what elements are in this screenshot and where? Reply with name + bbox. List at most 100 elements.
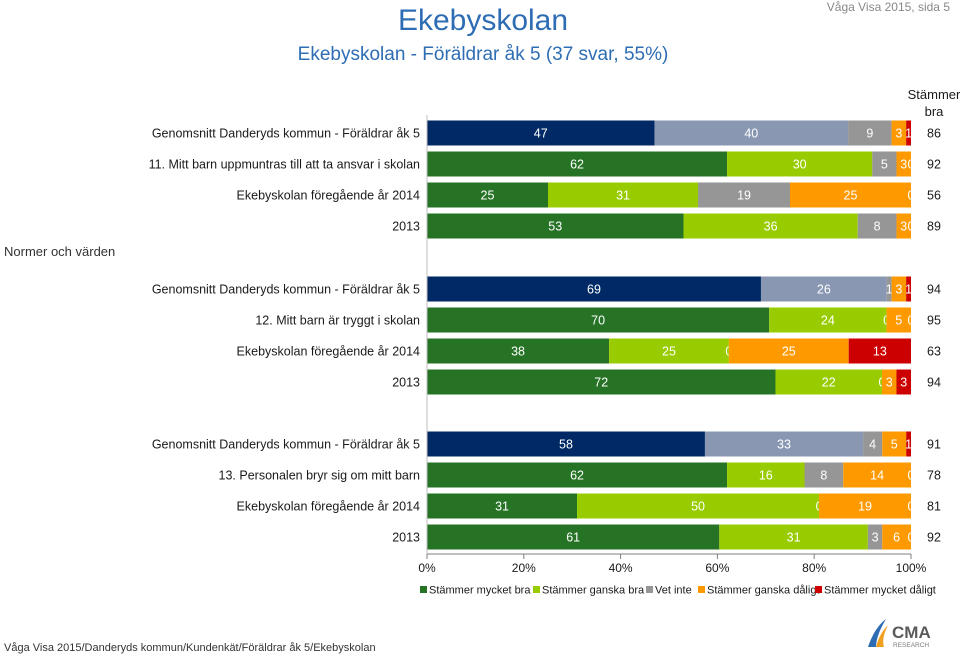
segment-value-label: 58: [559, 438, 573, 452]
legend-entry: Stämmer mycket bra: [429, 585, 531, 597]
bar-segment: [654, 120, 849, 146]
category-label: 2013: [392, 531, 420, 545]
bar-segment: [804, 462, 844, 488]
bar-segment: [427, 307, 770, 333]
stammer-bra-value: 63: [927, 345, 941, 359]
x-tick-label: 100%: [896, 561, 927, 575]
segment-value-label: 14: [870, 469, 884, 483]
bar-segment: [427, 151, 728, 177]
segment-value-label: 1: [905, 283, 912, 297]
stammer-bra-value: 86: [927, 127, 941, 141]
segment-value-label: 1: [905, 127, 912, 141]
segment-value-label: 53: [548, 220, 562, 234]
bar-segment: [906, 276, 911, 302]
bar-segment: [819, 493, 911, 519]
section-label: Normer och värden: [4, 244, 116, 259]
segment-value-label: 33: [777, 438, 791, 452]
segment-value-label: 31: [787, 531, 801, 545]
segment-value-label: 0: [908, 469, 915, 483]
bar-segment: [769, 307, 887, 333]
stammer-bra-value: 78: [927, 469, 941, 483]
bar-segment: [891, 120, 907, 146]
segment-value-label: 22: [822, 376, 836, 390]
segment-value-label: 69: [587, 283, 601, 297]
category-label: Genomsnitt Danderyds kommun - Föräldrar …: [152, 438, 420, 452]
segment-value-label: 62: [570, 158, 584, 172]
bar-segment: [719, 524, 868, 550]
segment-value-label: 0: [908, 500, 915, 514]
segment-value-label: 38: [511, 345, 525, 359]
segment-value-label: 25: [481, 189, 495, 203]
bar-segment: [882, 524, 911, 550]
page-title: Ekebyskolan: [397, 4, 569, 37]
stammer-bra-value: 56: [927, 189, 941, 203]
legend-swatch: [533, 586, 540, 593]
bar-segment: [704, 431, 864, 457]
segment-value-label: 5: [891, 438, 898, 452]
stammer-bra-value: 94: [927, 283, 941, 297]
stacked-bar-chart: Genomsnitt Danderyds kommun - Föräldrar …: [149, 115, 941, 597]
bar-segment: [857, 213, 897, 239]
bar-segment: [906, 431, 911, 457]
segment-value-label: 30: [793, 158, 807, 172]
bar-segment: [727, 462, 805, 488]
bar-segment: [683, 213, 858, 239]
segment-value-label: 31: [495, 500, 509, 514]
bar-segment: [727, 151, 873, 177]
segment-value-label: 25: [782, 345, 796, 359]
segment-value-label: 25: [844, 189, 858, 203]
legend-swatch: [420, 586, 427, 593]
segment-value-label: 3: [895, 283, 902, 297]
legend-entry: Stämmer ganska dåligt: [707, 585, 820, 597]
bar-segment: [896, 369, 911, 395]
logo-sail-orange: [876, 625, 888, 647]
bar-segment: [886, 307, 911, 333]
category-label: Genomsnitt Danderyds kommun - Föräldrar …: [152, 127, 420, 141]
bar-segment: [882, 431, 907, 457]
bar-segment: [427, 431, 705, 457]
stammer-bra-value: 81: [927, 500, 941, 514]
bar-segment: [886, 276, 892, 302]
stammer-bra-value: 92: [927, 531, 941, 545]
bar-segment: [760, 276, 887, 302]
bar-segment: [843, 462, 911, 488]
segment-value-label: 8: [820, 469, 827, 483]
bar-segment: [872, 151, 897, 177]
segment-value-label: 24: [821, 314, 835, 328]
bar-segment: [848, 338, 911, 364]
category-label: 12. Mitt barn är tryggt i skolan: [255, 314, 420, 328]
segment-value-label: 0: [908, 189, 915, 203]
segment-value-label: 13: [873, 345, 887, 359]
category-label: Ekebyskolan föregående år 2014: [237, 345, 421, 359]
x-tick-label: 60%: [705, 561, 729, 575]
segment-value-label: 8: [874, 220, 881, 234]
bar-segment: [427, 462, 728, 488]
bar-segment: [427, 524, 720, 550]
segment-value-label: 1: [886, 283, 893, 297]
segment-value-label: 3: [872, 531, 879, 545]
stammer-bra-value: 91: [927, 438, 941, 452]
bar-segment: [906, 120, 911, 146]
segment-value-label: 61: [566, 531, 580, 545]
category-label: Ekebyskolan föregående år 2014: [237, 189, 421, 203]
segment-value-label: 19: [858, 500, 872, 514]
bar-segment: [609, 338, 729, 364]
segment-value-label: 3: [900, 220, 907, 234]
category-label: 13. Personalen bryr sig om mitt barn: [219, 469, 421, 483]
footer-path: Våga Visa 2015/Danderyds kommun/Kundenkä…: [4, 642, 376, 654]
category-label: Genomsnitt Danderyds kommun - Föräldrar …: [152, 283, 420, 297]
bar-segment: [775, 369, 882, 395]
stammer-bra-value: 95: [927, 314, 941, 328]
segment-value-label: 26: [817, 283, 831, 297]
segment-value-label: 47: [534, 127, 548, 141]
segment-value-label: 31: [616, 189, 630, 203]
stammer-bra-value: 94: [927, 376, 941, 390]
segment-value-label: 36: [764, 220, 778, 234]
x-tick-label: 0%: [418, 561, 436, 575]
page-reference: Våga Visa 2015, sida 5: [826, 0, 950, 14]
segment-value-label: 0: [908, 531, 915, 545]
segment-value-label: 19: [737, 189, 751, 203]
bar-segment: [896, 151, 911, 177]
bar-segment: [548, 182, 699, 208]
segment-value-label: 3: [886, 376, 893, 390]
